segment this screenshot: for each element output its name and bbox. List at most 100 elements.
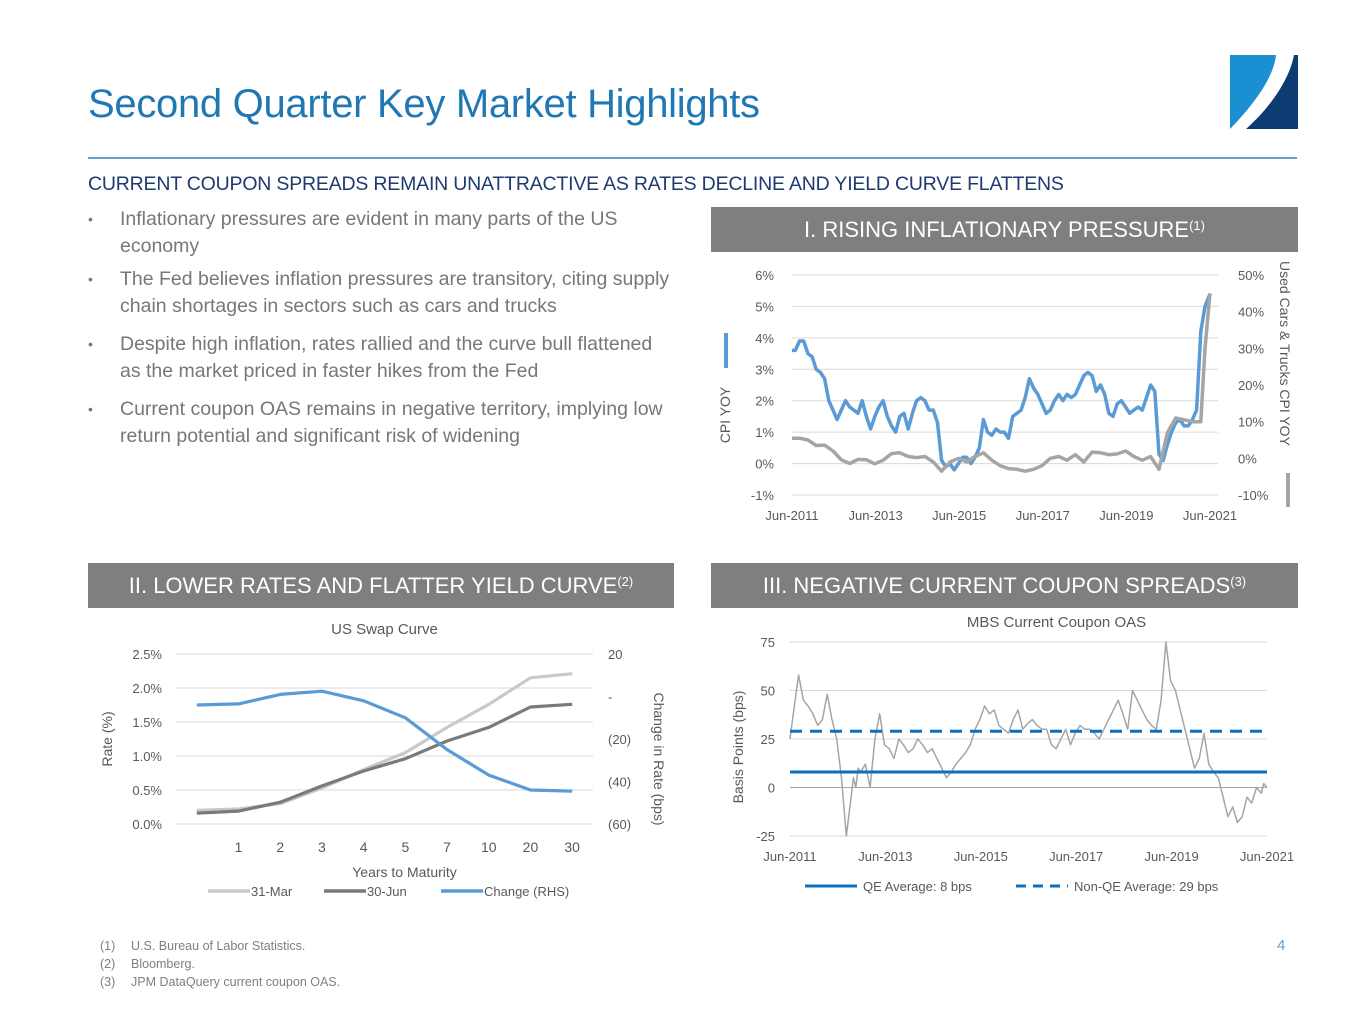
- bullet-item: • Despite high inflation, rates rallied a…: [88, 331, 678, 385]
- x-tick-label: 2: [276, 839, 284, 855]
- bullet-list: • Inflationary pressures are evident in m…: [88, 206, 678, 456]
- panel-header-note: (3): [1230, 574, 1247, 589]
- y2-tick-label: 10%: [1238, 415, 1264, 430]
- footnote: (2) Bloomberg.: [100, 955, 340, 973]
- series-line-oas: [789, 641, 1268, 837]
- bullet-text: Despite high inflation, rates rallied an…: [120, 333, 653, 382]
- legend-label: Non-QE Average: 29 bps: [1074, 879, 1219, 894]
- page-subtitle: CURRENT COUPON SPREADS REMAIN UNATTRACTI…: [88, 173, 1064, 195]
- x-tick-label: Jun-2017: [1016, 508, 1070, 523]
- y2-axis-title: Change in Rate (bps): [651, 692, 667, 825]
- footnote-text: Bloomberg.: [131, 957, 195, 971]
- x-tick-label: Jun-2019: [1144, 849, 1198, 864]
- series-line-2: [196, 689, 573, 793]
- legend-label: QE Average: 8 bps: [863, 879, 972, 894]
- series-line-cpi: [792, 293, 1212, 472]
- y-tick-label: 0.0%: [132, 817, 162, 832]
- x-tick-label: Jun-2019: [1099, 508, 1153, 523]
- y2-tick-label: 30%: [1238, 341, 1264, 356]
- header-divider: [88, 157, 1297, 159]
- y-axis-title: Basis Points (bps): [730, 691, 746, 804]
- y2-axis-title: Used Cars & Trucks CPI YOY: [1277, 261, 1293, 447]
- panel-header-note: (2): [617, 574, 634, 589]
- y2-tick-label: (40): [608, 775, 631, 790]
- bullet-dot-icon: •: [88, 211, 93, 227]
- footnote-number: (3): [100, 975, 116, 989]
- x-tick-label: 3: [318, 839, 326, 855]
- y-tick-label: 25: [761, 732, 775, 747]
- bullet-item: • Inflationary pressures are evident in m…: [88, 206, 678, 260]
- y-axis-title: Rate (%): [99, 711, 115, 766]
- x-tick-label: Jun-2011: [765, 508, 818, 523]
- footnote-number: (1): [100, 939, 116, 953]
- footnote-text: JPM DataQuery current coupon OAS.: [131, 975, 341, 989]
- bullet-text: Inflationary pressures are evident in ma…: [120, 208, 618, 257]
- y-tick-label: 0%: [755, 457, 774, 472]
- y-tick-label: 2%: [755, 394, 774, 409]
- y-tick-label: 1.5%: [132, 715, 162, 730]
- panel-header-label: I. RISING INFLATIONARY PRESSURE: [804, 216, 1190, 242]
- logo-light-shape: [1230, 55, 1276, 129]
- y-tick-label: 6%: [755, 268, 774, 283]
- series-line-used-cars: [792, 293, 1212, 473]
- x-tick-label: 5: [401, 839, 409, 855]
- x-tick-label: Jun-2017: [1049, 849, 1103, 864]
- series-line-1: [196, 702, 573, 815]
- y-tick-label: 0.5%: [132, 783, 162, 798]
- x-tick-label: Jun-2013: [858, 849, 912, 864]
- panel-header-spreads: III. NEGATIVE CURRENT COUPON SPREADS (3): [711, 563, 1298, 608]
- bullet-dot-icon: •: [88, 336, 93, 352]
- y2-tick-label: -10%: [1238, 488, 1269, 503]
- y2-tick-label: 20: [608, 647, 622, 662]
- x-axis-title: Years to Maturity: [352, 864, 457, 880]
- y2-tick-label: 20%: [1238, 378, 1264, 393]
- x-tick-label: 7: [443, 839, 451, 855]
- y2-tick-label: 0%: [1238, 451, 1257, 466]
- y-tick-label: 4%: [755, 331, 774, 346]
- x-tick-label: 1: [235, 839, 243, 855]
- bullet-text: The Fed believes inflation pressures are…: [120, 268, 670, 317]
- y2-tick-label: 40%: [1238, 305, 1264, 320]
- y-tick-label: 50: [761, 684, 775, 699]
- y2-tick-label: -: [608, 690, 612, 705]
- panel-header-note: (1): [1189, 218, 1205, 233]
- y-tick-label: 2.5%: [132, 647, 162, 662]
- chart-title: US Swap Curve: [331, 621, 438, 638]
- chart-title: MBS Current Coupon OAS: [967, 614, 1146, 631]
- page-title: Second Quarter Key Market Highlights: [88, 82, 760, 126]
- y-tick-label: -25: [756, 829, 775, 844]
- bullet-dot-icon: •: [88, 401, 93, 417]
- y-tick-label: -1%: [751, 488, 775, 503]
- footnotes: (1) U.S. Bureau of Labor Statistics. (2) B…: [100, 937, 340, 991]
- y2-tick-label: (60): [608, 817, 631, 832]
- bullet-item: • Current coupon OAS remains in negative …: [88, 396, 678, 450]
- x-tick-label: Jun-2015: [932, 508, 986, 523]
- x-tick-label: 10: [481, 839, 497, 855]
- panel-header-inflation: I. RISING INFLATIONARY PRESSURE (1): [711, 207, 1298, 252]
- panel-header-label: III. NEGATIVE CURRENT COUPON SPREADS: [762, 572, 1231, 598]
- x-tick-label: 4: [360, 839, 368, 855]
- y-tick-label: 2.0%: [132, 681, 162, 696]
- swap-curve-chart: US Swap Curve 2.5% 2.0% 1.5% 1.0% 0.5% 0.0% 20 -…: [99, 621, 667, 899]
- legend-label: 30-Jun: [367, 884, 407, 899]
- x-tick-label: Jun-2013: [848, 508, 902, 523]
- bullet-text: Current coupon OAS remains in negative t…: [120, 398, 663, 447]
- legend-label: 31-Mar: [251, 884, 293, 899]
- y-tick-label: 1%: [755, 425, 774, 440]
- x-tick-label: 30: [564, 839, 580, 855]
- x-tick-label: Jun-2015: [954, 849, 1008, 864]
- y-tick-label: 1.0%: [132, 749, 162, 764]
- oas-chart: MBS Current Coupon OAS 75 50 25 0 -25 Jun-2011…: [730, 614, 1294, 894]
- x-tick-label: Jun-2021: [1183, 508, 1237, 523]
- cpi-chart: 6%5%4%3%2%1%0%-1%50%40%30%20%10%0%-10%Ju…: [717, 261, 1293, 523]
- x-tick-label: 20: [523, 839, 539, 855]
- y-tick-label: 0: [768, 781, 775, 796]
- x-tick-label: Jun-2021: [1240, 849, 1294, 864]
- footnote: (1) U.S. Bureau of Labor Statistics.: [100, 937, 340, 955]
- y2-tick-label: 50%: [1238, 268, 1264, 283]
- footnote: (3) JPM DataQuery current coupon OAS.: [100, 973, 340, 991]
- y2-tick-label: (20): [608, 732, 631, 747]
- company-logo: [1230, 55, 1298, 129]
- x-tick-label: Jun-2011: [763, 849, 816, 864]
- page-number: 4: [1277, 937, 1286, 954]
